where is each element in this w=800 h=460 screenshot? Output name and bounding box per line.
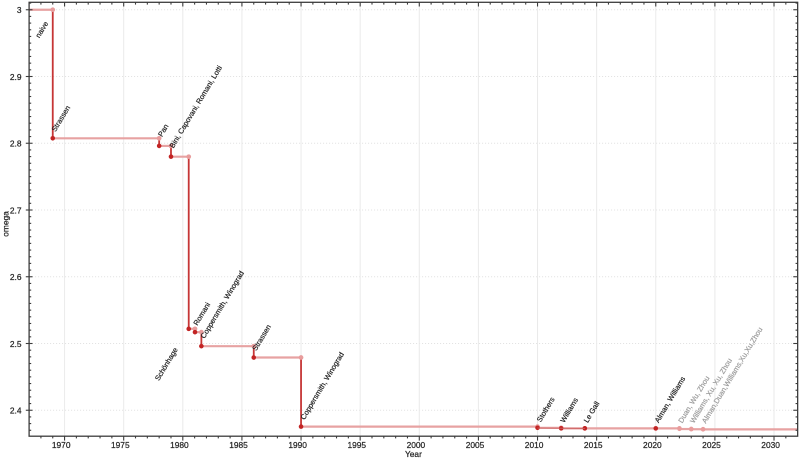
svg-text:Year: Year [405, 449, 422, 459]
svg-text:2.6: 2.6 [10, 272, 22, 282]
svg-text:1990: 1990 [288, 440, 307, 450]
svg-text:1985: 1985 [229, 440, 248, 450]
svg-text:omega: omega [1, 211, 11, 237]
svg-text:2000: 2000 [407, 440, 426, 450]
svg-text:2015: 2015 [584, 440, 603, 450]
svg-text:1975: 1975 [111, 440, 130, 450]
svg-text:3: 3 [17, 5, 22, 15]
svg-text:1970: 1970 [52, 440, 71, 450]
svg-text:2020: 2020 [643, 440, 662, 450]
svg-text:2.8: 2.8 [10, 139, 22, 149]
svg-text:2030: 2030 [761, 440, 780, 450]
svg-text:1995: 1995 [347, 440, 366, 450]
svg-text:2.4: 2.4 [10, 406, 22, 416]
svg-text:1980: 1980 [170, 440, 189, 450]
svg-text:2.9: 2.9 [10, 72, 22, 82]
svg-text:2.7: 2.7 [10, 205, 22, 215]
svg-text:2005: 2005 [466, 440, 485, 450]
svg-text:2025: 2025 [702, 440, 721, 450]
svg-text:2010: 2010 [525, 440, 544, 450]
svg-text:2.5: 2.5 [10, 339, 22, 349]
